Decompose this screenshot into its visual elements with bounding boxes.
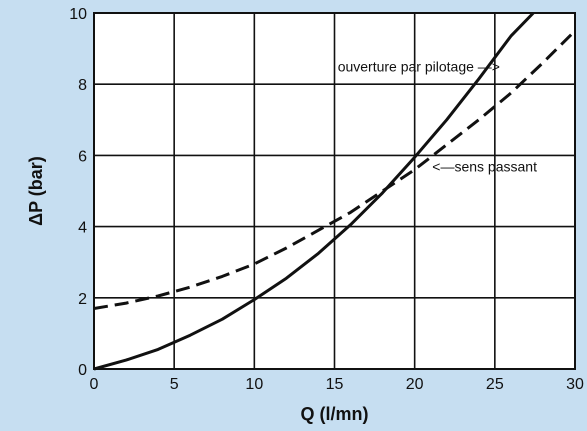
y-tick-label: 6 (78, 148, 87, 165)
x-axis-ticks: 0 5 10 15 20 25 30 (90, 376, 584, 393)
annotation-label: <—sens passant (432, 158, 537, 174)
solid-series-line (93, 11, 535, 371)
y-tick-label: 8 (78, 77, 87, 94)
annotations: ouverture par pilotage —> <—sens passant (338, 59, 537, 175)
x-tick-label: 0 (90, 376, 99, 393)
y-axis-ticks: 0 2 4 6 8 10 (69, 6, 87, 379)
annotation-label: ouverture par pilotage —> (338, 59, 500, 75)
x-tick-label: 25 (486, 376, 504, 393)
y-tick-label: 4 (78, 220, 87, 237)
x-tick-label: 30 (566, 376, 584, 393)
series-layer (93, 11, 577, 371)
x-tick-label: 20 (406, 376, 424, 393)
y-axis-label: ΔP (bar) (26, 156, 46, 226)
x-axis-label: Q (l/mn) (301, 404, 369, 424)
y-tick-label: 10 (69, 6, 87, 23)
plot-frame (93, 12, 576, 370)
y-tick-label: 2 (78, 291, 87, 308)
x-tick-label: 15 (326, 376, 344, 393)
dashed-series-line (93, 29, 577, 310)
x-tick-label: 5 (170, 376, 179, 393)
x-tick-label: 10 (245, 376, 263, 393)
y-tick-label: 0 (78, 362, 87, 379)
